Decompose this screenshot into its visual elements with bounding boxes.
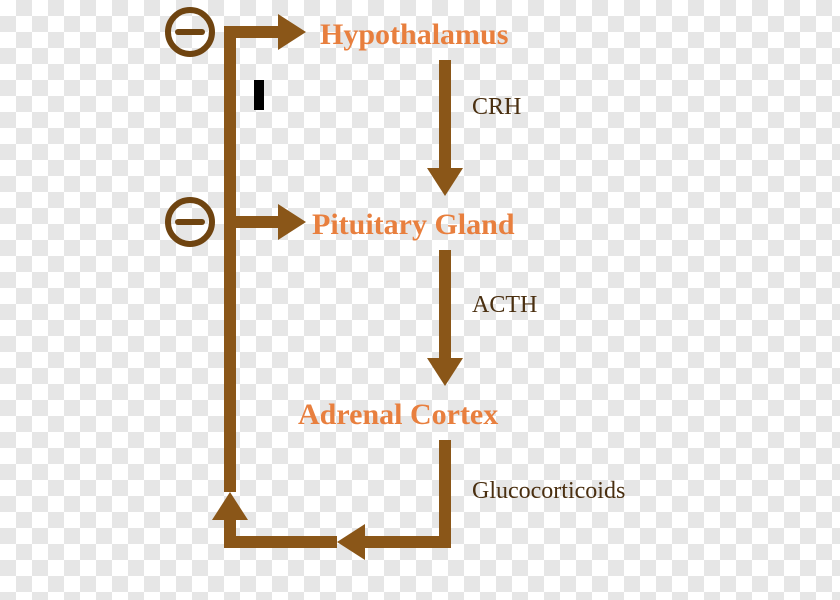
edge-label-acth: ACTH (472, 292, 537, 319)
black-bar-artifact (254, 80, 264, 110)
node-pituitary: Pituitary Gland (312, 208, 515, 242)
node-adrenal-cortex: Adrenal Cortex (298, 398, 498, 432)
node-hypothalamus: Hypothalamus (320, 18, 508, 52)
checkerboard-background (0, 0, 840, 600)
edge-label-glucocorticoids: Glucocorticoids (472, 478, 625, 505)
edge-label-crh: CRH (472, 94, 521, 121)
